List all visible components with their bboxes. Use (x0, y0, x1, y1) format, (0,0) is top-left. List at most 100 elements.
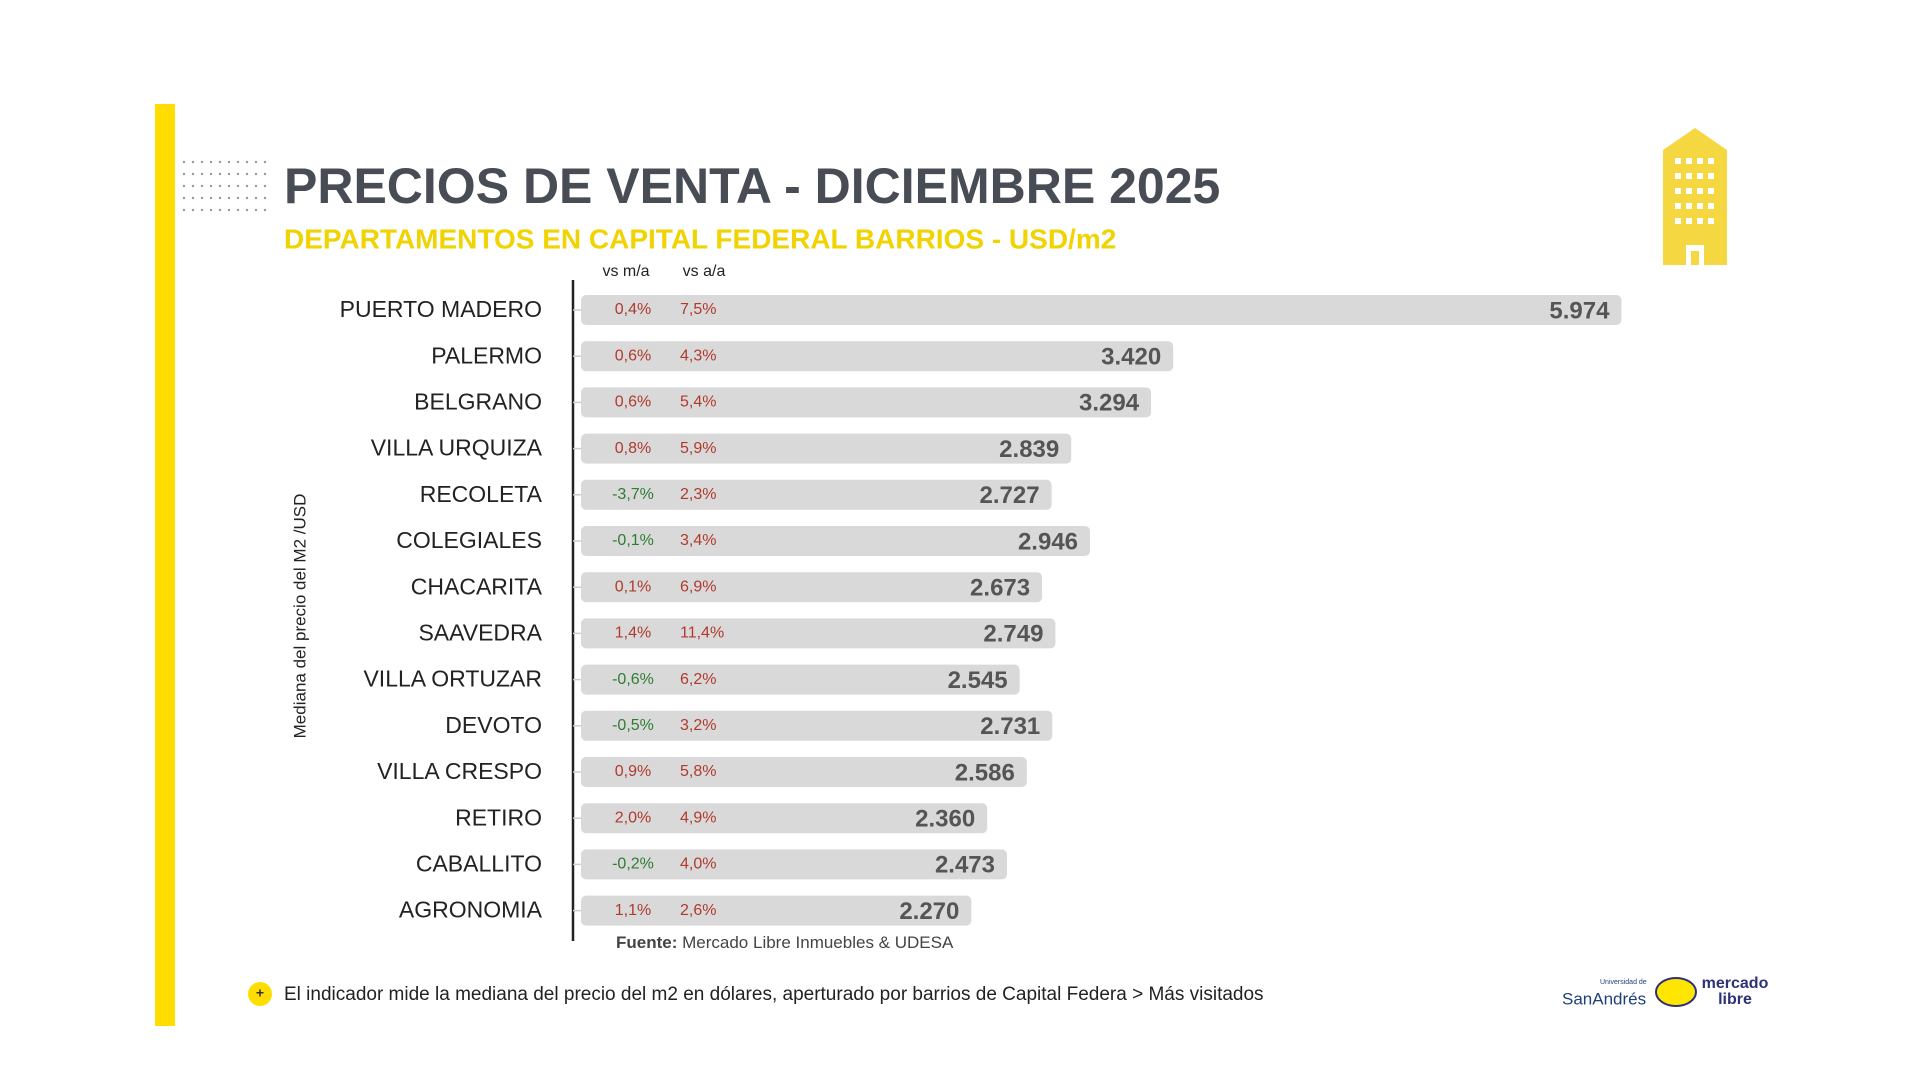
dot (191, 172, 195, 176)
bar (581, 710, 1053, 741)
window (1675, 158, 1681, 164)
bar (581, 572, 1043, 603)
window (1675, 173, 1681, 179)
value-label: 5.974 (1549, 297, 1610, 324)
dot (254, 208, 258, 212)
window (1686, 203, 1692, 209)
dot (209, 172, 213, 176)
change-label: 1,1% (615, 902, 651, 919)
dot (254, 160, 258, 164)
change-label: -0,5% (612, 717, 654, 734)
window (1675, 218, 1681, 224)
category-label: COLEGIALES (396, 527, 542, 553)
chart-subtitle: DEPARTAMENTOS EN CAPITAL FEDERAL BARRIOS… (284, 223, 1116, 254)
category-label: PALERMO (431, 342, 542, 368)
dot (263, 184, 267, 188)
value-label: 2.270 (899, 898, 959, 925)
dot (227, 160, 231, 164)
bar (581, 618, 1056, 649)
value-label: 2.946 (1018, 528, 1078, 555)
logo-text: Universidad de (1600, 979, 1647, 986)
value-label: 2.673 (970, 575, 1030, 602)
dot (254, 196, 258, 200)
window (1686, 158, 1692, 164)
dot (227, 208, 231, 212)
window (1697, 173, 1703, 179)
change-label: 2,0% (615, 809, 651, 826)
dot-pattern (182, 160, 267, 212)
window (1686, 218, 1692, 224)
dot (200, 208, 204, 212)
value-label: 2.749 (983, 621, 1043, 648)
window (1697, 188, 1703, 194)
change-label: 0,1% (615, 578, 651, 595)
dot (182, 184, 186, 188)
footnote: El indicador mide la mediana del precio … (284, 984, 1264, 1005)
change-label: 4,9% (680, 809, 716, 826)
bullet-icon: + (256, 985, 264, 1001)
dot (218, 172, 222, 176)
dot (245, 208, 249, 212)
dot (200, 196, 204, 200)
value-label: 2.545 (948, 667, 1008, 694)
category-label: AGRONOMIA (399, 897, 543, 923)
category-label: RECOLETA (420, 481, 543, 507)
bar (581, 387, 1152, 418)
window (1708, 173, 1714, 179)
dot (227, 196, 231, 200)
dot (218, 160, 222, 164)
dot (182, 208, 186, 212)
change-label: -0,1% (612, 532, 654, 549)
source-label: Fuente: (616, 933, 677, 952)
bar (581, 895, 972, 926)
change-label: 4,3% (680, 347, 716, 364)
value-label: 2.839 (999, 436, 1059, 463)
change-label: 4,0% (680, 856, 716, 873)
building-icon (1663, 128, 1727, 265)
column-header: vs m/a (602, 263, 649, 280)
value-label: 2.473 (935, 852, 995, 879)
dot (200, 172, 204, 176)
dot (245, 160, 249, 164)
change-label: 0,6% (615, 347, 651, 364)
change-label: 0,6% (615, 394, 651, 411)
bar (581, 664, 1020, 695)
dot (236, 208, 240, 212)
bar (581, 849, 1008, 880)
change-label: 6,2% (680, 671, 716, 688)
dot (218, 196, 222, 200)
value-label: 2.727 (980, 482, 1040, 509)
change-label: 5,8% (680, 763, 716, 780)
dot (218, 184, 222, 188)
bar (581, 341, 1174, 372)
dot (191, 208, 195, 212)
bar (581, 526, 1091, 556)
change-label: 3,4% (680, 532, 716, 549)
change-label: 3,2% (680, 717, 716, 734)
dot (245, 172, 249, 176)
change-label: 0,8% (615, 440, 651, 457)
column-header: vs a/a (683, 263, 726, 280)
dot (254, 184, 258, 188)
category-label: RETIRO (455, 804, 542, 830)
change-label: 1,4% (615, 625, 651, 642)
window (1708, 158, 1714, 164)
change-label: -0,2% (612, 856, 654, 873)
dot (263, 196, 267, 200)
bar (581, 757, 1027, 787)
category-label: VILLA URQUIZA (371, 435, 543, 461)
dot (209, 160, 213, 164)
dot (263, 160, 267, 164)
dot (209, 208, 213, 212)
window (1708, 203, 1714, 209)
window (1697, 158, 1703, 164)
dot (236, 184, 240, 188)
change-label: 0,9% (615, 763, 651, 780)
dot (236, 196, 240, 200)
logo-text: SanAndrés (1562, 989, 1646, 1008)
change-label: 2,3% (680, 486, 716, 503)
window (1675, 188, 1681, 194)
dot (191, 160, 195, 164)
window (1708, 188, 1714, 194)
